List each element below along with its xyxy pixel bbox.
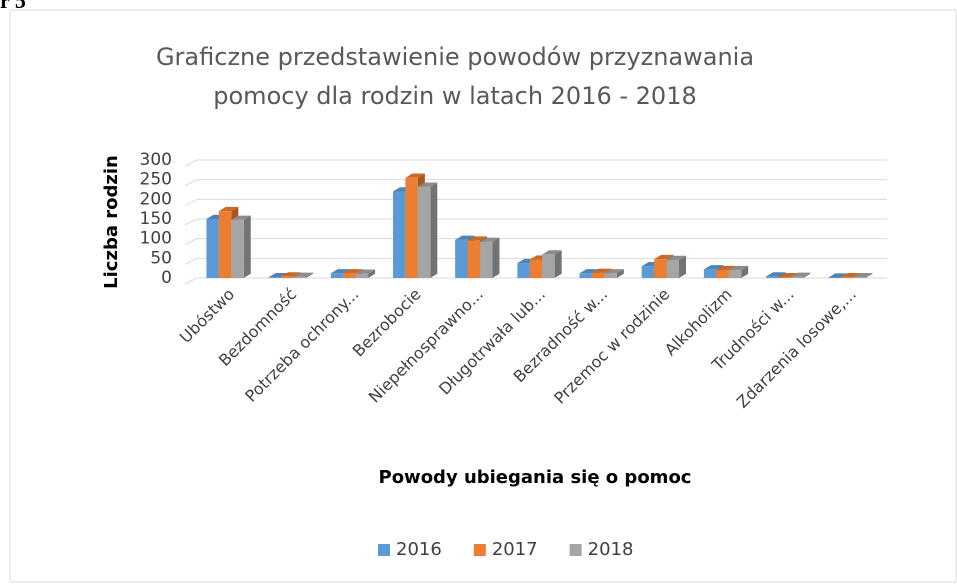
- y-axis-title: Liczba rodzin: [101, 155, 122, 289]
- bar-front: [455, 240, 467, 278]
- bar-front: [393, 191, 405, 278]
- y-tick-label: 0: [161, 268, 172, 288]
- bar-front: [480, 242, 492, 278]
- bar-side: [244, 216, 251, 278]
- bar-front: [405, 178, 417, 278]
- bar-front: [667, 260, 679, 278]
- y-tick-label: 100: [140, 229, 172, 249]
- y-tick-label: 150: [140, 209, 172, 229]
- bar-front: [293, 277, 305, 278]
- bar: [667, 256, 686, 278]
- legend-swatch: [378, 544, 390, 556]
- bar-front: [592, 273, 604, 278]
- legend-swatch: [474, 544, 486, 556]
- bar-front: [766, 276, 778, 278]
- bar-front: [231, 220, 243, 278]
- bar: [418, 183, 437, 278]
- bar-front: [729, 270, 741, 278]
- chart-title: pomocy dla rodzin w latach 2016 - 2018: [213, 82, 696, 110]
- bar-front: [642, 266, 654, 278]
- bar-front: [791, 277, 803, 278]
- bar-front: [716, 270, 728, 278]
- bar: [231, 216, 250, 278]
- bar-front: [331, 273, 343, 278]
- y-tick-label: 50: [150, 248, 172, 268]
- bar-front: [219, 211, 231, 278]
- bar-front: [530, 260, 542, 278]
- legend-swatch: [570, 544, 582, 556]
- y-tick-label: 300: [140, 150, 172, 170]
- bar: [542, 250, 561, 278]
- legend-label: 2018: [588, 539, 634, 560]
- bar-front: [281, 276, 293, 278]
- bar-side: [492, 238, 499, 278]
- bar-front: [654, 259, 666, 278]
- bar-front: [604, 273, 616, 278]
- bar-front: [356, 274, 368, 278]
- bar-front: [853, 277, 865, 278]
- bar-front: [704, 269, 716, 278]
- bar-front: [269, 277, 281, 278]
- bar-front: [206, 219, 218, 278]
- legend-label: 2016: [396, 539, 442, 560]
- bar: [480, 238, 499, 278]
- bar-side: [555, 250, 562, 278]
- y-tick-label: 200: [140, 189, 172, 209]
- caption: r 5: [0, 0, 26, 13]
- bar-front: [841, 277, 853, 278]
- y-tick-label: 250: [140, 170, 172, 190]
- bar-front: [580, 273, 592, 278]
- bar-front: [468, 241, 480, 278]
- legend-label: 2017: [492, 539, 538, 560]
- bar-side: [430, 183, 437, 278]
- bar-front: [517, 263, 529, 278]
- bar-front: [542, 254, 554, 278]
- bar-front: [418, 187, 430, 278]
- chart-title: Graficzne przedstawienie powodów przyzna…: [156, 43, 754, 71]
- bar-front: [779, 277, 791, 278]
- bar-front: [343, 273, 355, 278]
- x-axis-title: Powody ubiegania się o pomoc: [379, 467, 692, 488]
